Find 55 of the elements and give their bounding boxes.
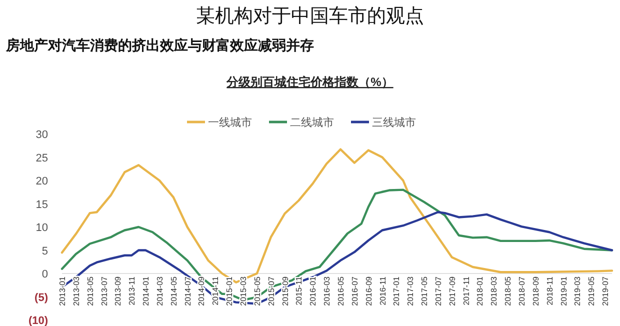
y-tick-label: 15 xyxy=(36,198,48,211)
x-tick-label: 2014-01 xyxy=(142,276,151,306)
x-tick-label: 2013-05 xyxy=(86,276,95,306)
y-tick-label: 25 xyxy=(36,152,48,164)
text: 分级别百城住宅价格指数（%） xyxy=(226,75,394,89)
x-tick-label: 2015-05 xyxy=(252,276,262,306)
y-tick-label: 30 xyxy=(36,129,48,141)
x-tick-label: 2015-01 xyxy=(225,276,234,306)
y-tick-label: 10 xyxy=(36,222,48,234)
x-tick-label: 2015-09 xyxy=(280,276,290,306)
x-tick-label: 2017-01 xyxy=(392,276,402,306)
x-tick-label: 2019-07 xyxy=(601,276,610,306)
x-tick-label: 2017-11 xyxy=(462,276,471,306)
legend-label: 二线城市 xyxy=(290,116,334,129)
x-tick-label: 2013-07 xyxy=(100,276,109,306)
x-tick-label: 2016-03 xyxy=(322,276,332,306)
x-tick-label: 2016-09 xyxy=(364,276,374,306)
x-tick-label: 2016-07 xyxy=(350,276,360,306)
x-tick-label: 2013-09 xyxy=(114,276,123,306)
y-tick-label: 5 xyxy=(42,245,48,258)
x-tick-label: 2017-07 xyxy=(434,276,443,306)
x-tick-label: 2018-11 xyxy=(545,276,554,306)
legend-label: 三线城市 xyxy=(372,116,416,129)
x-tick-label: 2016-11 xyxy=(378,276,388,306)
chart-title: 某机构对于中国车市的观点 xyxy=(196,5,424,27)
x-tick-label: 2016-01 xyxy=(308,276,318,306)
x-tick-label: 2017-09 xyxy=(448,276,457,306)
x-tick-label: 2018-09 xyxy=(531,276,540,306)
x-tick-label: 2018-03 xyxy=(490,276,499,306)
x-tick-label: 2013-01 xyxy=(58,276,67,306)
x-tick-label: 2016-05 xyxy=(336,276,346,306)
x-tick-label: 2014-11 xyxy=(211,276,220,306)
x-tick-label: 2018-01 xyxy=(476,276,485,306)
x-tick-label: 2015-07 xyxy=(266,276,276,306)
x-tick-label: 2015-03 xyxy=(239,276,248,306)
x-tick-label: 2014-05 xyxy=(169,276,178,306)
y-tick-label: (10) xyxy=(28,315,48,326)
x-tick-label: 2018-05 xyxy=(504,276,513,306)
x-tick-label: 2015-11 xyxy=(294,276,304,306)
x-tick-label: 2019-01 xyxy=(559,276,568,306)
x-tick-label: 2018-07 xyxy=(517,276,526,306)
x-tick-label: 2014-07 xyxy=(183,276,192,306)
chart-subtitle: 房地产对汽车消费的挤出效应与财富效应减弱并存 xyxy=(5,37,314,53)
x-tick-label: 2014-09 xyxy=(197,276,206,306)
y-tick-label: 0 xyxy=(42,268,48,280)
x-tick-label: 2019-05 xyxy=(587,276,596,306)
y-tick-label: (5) xyxy=(34,292,48,304)
y-tick-label: 20 xyxy=(36,176,48,188)
x-tick-label: 2013-11 xyxy=(128,276,137,306)
x-tick-label: 2013-03 xyxy=(72,276,81,306)
x-tick-label: 2019-03 xyxy=(573,276,582,306)
x-tick-label: 2017-05 xyxy=(420,276,430,306)
x-tick-label: 2014-03 xyxy=(155,276,164,306)
x-tick-label: 2017-03 xyxy=(406,276,416,306)
legend-label: 一线城市 xyxy=(208,116,252,129)
